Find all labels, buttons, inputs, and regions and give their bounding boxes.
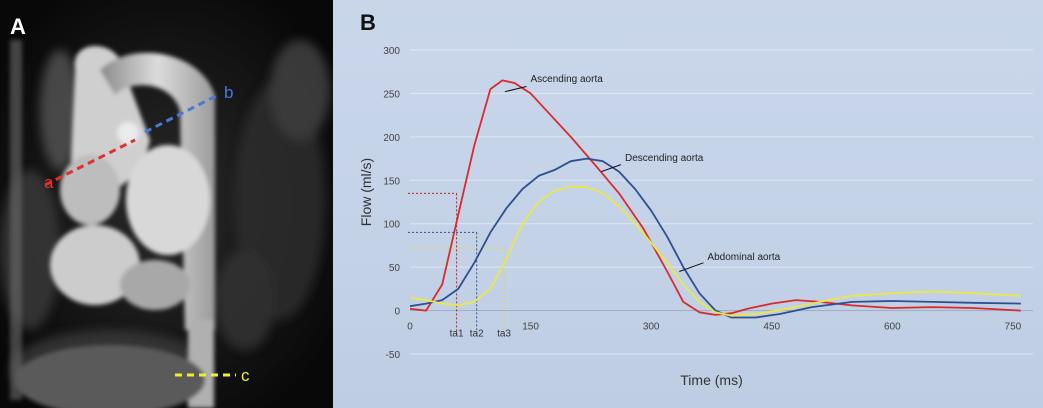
annotation-leader [601,164,622,173]
heart-structures [10,40,215,408]
annotation-label: Ascending aorta [531,74,604,85]
annotation-leader [504,85,527,93]
reference-label: ta3 [497,329,511,340]
y-tick-label: 150 [383,176,400,187]
x-tick-label: 750 [1005,322,1022,333]
chart-series [409,79,1021,319]
annotation-leader [679,262,704,272]
tissue-texture [0,40,330,408]
x-tick-label: 150 [522,322,539,333]
x-axis-label: Time (ms) [680,372,742,388]
y-tick-label: 100 [383,220,400,231]
y-axis-label: Flow (ml/s) [358,158,374,226]
annotation-label: Abdominal aorta [707,252,780,263]
series-line-2 [409,185,1021,317]
y-tick-label: 0 [394,307,400,318]
plane-label-a: a [44,173,54,192]
chart-grid [410,49,1033,355]
reference-label: ta1 [450,329,464,340]
flow-chart: ta1 ta2 ta3 -50 0 50 100 150 200 250 300 0 150 300 45… [358,46,1033,388]
mri-image-panel: a b c A [0,0,333,408]
chart-annotations: Ascending aorta Descending aorta Abdominal… [504,74,781,272]
plane-label-c: c [241,366,250,385]
plane-line-a [44,138,136,187]
y-tick-label: 50 [389,263,401,274]
chart-ticks: -50 0 50 100 150 200 250 300 0 150 300 450 600 750 [383,46,1021,361]
annotation-label: Descending aorta [625,153,704,164]
x-tick-label: 300 [643,322,660,333]
x-tick-label: 0 [407,322,413,333]
flow-chart-panel: B ta1 ta2 ta3 -50 0 50 100 150 200 250 300 0 150 300… [333,0,1043,408]
x-tick-label: 450 [763,322,780,333]
x-tick-label: 600 [884,322,901,333]
plane-line-b [144,93,219,134]
mri-image: a b c [0,0,333,408]
panel-a-letter: A [10,14,26,39]
y-tick-label: -50 [386,350,401,361]
reference-label: ta2 [470,329,484,340]
series-line-0 [409,79,1021,316]
y-tick-label: 200 [383,133,400,144]
series-line-1 [409,157,1021,319]
y-tick-label: 250 [383,89,400,100]
panel-b-letter: B [360,10,376,35]
y-tick-label: 300 [383,46,400,57]
reference-markers: ta1 ta2 ta3 [408,192,511,340]
plane-label-b: b [224,83,233,102]
